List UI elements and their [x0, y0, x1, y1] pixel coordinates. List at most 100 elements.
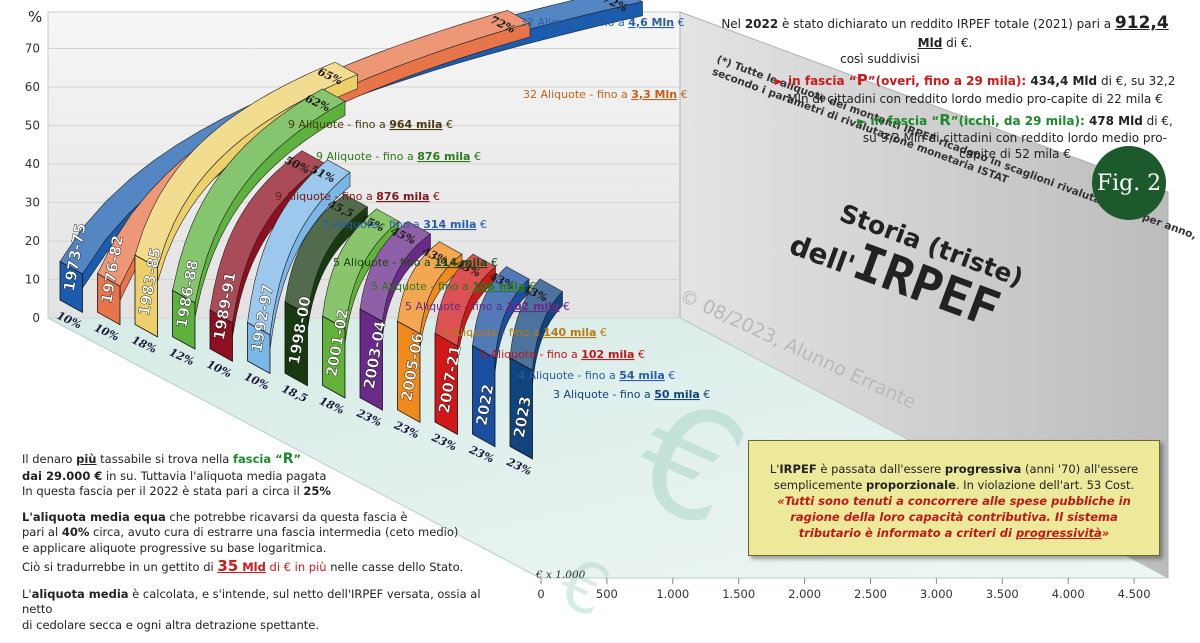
fascia-p-letter: P: [856, 71, 868, 90]
note2-k: nelle casse dello Stato.: [326, 560, 464, 575]
y-tick-label: 0: [32, 311, 40, 325]
fascia-p-marker: ► in fascia “: [774, 74, 857, 89]
income-summary: Nel 2022 è stato dichiarato un reddito I…: [710, 12, 1180, 162]
legend-label-2003-04: 5 Aliquote - fino a 102 mila €: [405, 300, 570, 313]
series-legend-labels: 32 Aliquote - fino a 4,6 Mln €32 Aliquot…: [275, 16, 710, 401]
legend-prefix: 9 Aliquote - fino a: [316, 150, 417, 163]
legend-suffix: €: [674, 16, 685, 29]
analysis-notes: Il denaro più tassabile si trova nella f…: [22, 450, 502, 643]
ribbon-side-1992-97: [269, 171, 351, 350]
legend-amount: 876 mila: [417, 150, 470, 163]
summary-line2: così suddivisi: [840, 52, 920, 67]
note2-c: pari al: [22, 525, 62, 540]
legend-label-2005-06: 4 Aliquote - fino a 140 mila €: [442, 326, 607, 339]
legend-amount: 50 mila: [654, 388, 700, 401]
fascia-p: ► in fascia “P”(overi, fino a 29 mila): …: [710, 70, 1180, 106]
x-tick-label: 2.000: [788, 587, 821, 601]
legend-amount: 102 mila: [581, 348, 634, 361]
legend-label-2023: 3 Aliquote - fino a 50 mila €: [553, 388, 710, 401]
note1-j: 25%: [303, 484, 331, 499]
legend-suffix: €: [525, 280, 536, 293]
note3-d: di cedolare secca e ogni altra detrazion…: [22, 617, 320, 632]
ribbon-side-1986-88: [194, 100, 346, 317]
legend-suffix: €: [665, 369, 676, 382]
legend-label-1992-97: 7 Aliquote - fino a 314 mila €: [322, 218, 487, 231]
ribbon-front-2022: [472, 344, 496, 448]
x-tick-label: 0: [537, 587, 544, 601]
note2-h: 35: [217, 557, 239, 576]
fascia-r-rest: di €, su 9,2 Mln di cittadini con reddit…: [862, 113, 1173, 162]
note2-b: che potrebbe ricavarsi da questa fascia …: [165, 509, 408, 524]
legend-suffix: €: [677, 88, 688, 101]
callout-f: semplicemente: [773, 478, 867, 493]
summary-total: 912,4: [1114, 13, 1169, 33]
legend-suffix: €: [634, 348, 645, 361]
legend-amount: 4,6 Mln: [628, 16, 674, 29]
legend-suffix: €: [429, 190, 440, 203]
note2-j: di € in più: [265, 560, 327, 575]
ribbon-front-2003-04: [359, 308, 383, 411]
y-unit-label: %: [28, 8, 42, 26]
ribbon-side-2023: [532, 290, 563, 385]
legend-amount: 314 mila: [423, 218, 476, 231]
callout-quote-b: progressività: [1015, 526, 1102, 541]
legend-label-1976-82: 32 Aliquote - fino a 3,3 Mln €: [523, 88, 688, 101]
summary-pre: Nel: [721, 17, 745, 31]
callout-line2: semplicemente proporzionale. In violazio…: [759, 477, 1149, 493]
legend-amount: 876 mila: [376, 190, 429, 203]
y-tick-label: 40: [25, 157, 40, 171]
x-tick-label: 2.500: [854, 587, 887, 601]
legend-suffix: €: [470, 150, 481, 163]
y-tick-label: 10: [25, 273, 40, 287]
legend-amount: 3,3 Mln: [631, 88, 677, 101]
callout-e: (anni '70) all'essere: [1021, 462, 1139, 476]
legend-prefix: 4 Aliquote - fino a: [442, 326, 543, 339]
legend-suffix: €: [487, 256, 498, 269]
legend-suffix: €: [559, 300, 570, 313]
note-paragraph-1: Il denaro più tassabile si trova nella f…: [22, 450, 502, 500]
note1-g: dai 29.000 €: [22, 468, 103, 483]
legend-prefix: 5 Aliquote - fino a: [333, 256, 434, 269]
legend-prefix: 32 Aliquote - fino a: [523, 88, 631, 101]
note1-d: fascia “: [233, 452, 283, 466]
note2-e: circa, avuto cura di estrarre una fascia…: [89, 525, 459, 540]
fascia-p-amount: 434,4 Mld: [1030, 74, 1098, 89]
legend-prefix: 3 Aliquote - fino a: [553, 388, 654, 401]
ribbon-front-1973-75: [59, 260, 83, 314]
callout-quote-c: »: [1101, 526, 1110, 541]
y-tick-label: 50: [25, 119, 40, 133]
note1-f: ”: [293, 452, 302, 466]
note3-b: aliquota media: [31, 586, 129, 601]
note1-c: tassabile si trova nella: [96, 452, 233, 466]
fascia-p-rest: di €, su 32,2 Mln di cittadini con reddi…: [787, 74, 1176, 106]
legend-amount: 140 mila: [543, 326, 596, 339]
x-tick-label: 1.500: [722, 587, 755, 601]
ribbon-front-2005-06: [397, 320, 421, 423]
ribbon-front-1989-91: [209, 309, 233, 362]
legend-prefix: 9 Aliquote - fino a: [275, 190, 376, 203]
note1-i: In questa fascia per il 2022 è stata par…: [22, 484, 304, 499]
legend-prefix: 5 Aliquote - fino a: [480, 348, 581, 361]
callout-quote: «Tutti sono tenuti a concorrere alle spe…: [759, 493, 1149, 541]
summary-line1: Nel 2022 è stato dichiarato un reddito I…: [710, 12, 1180, 51]
legend-label-1998-00: 5 Aliquote - fino a 114 mila €: [333, 256, 498, 269]
ribbon-front-1983-85: [134, 254, 158, 338]
legend-label-1983-85: 9 Aliquote - fino a 964 mila €: [288, 118, 453, 131]
legend-amount: 102 mila: [506, 300, 559, 313]
x-tick-label: 1.000: [656, 587, 689, 601]
legend-label-2022: 4 Aliquote - fino a 54 mila €: [518, 369, 675, 382]
legend-label-1973-75: 32 Aliquote - fino a 4,6 Mln €: [520, 16, 685, 29]
legend-amount: 106 mila: [472, 280, 525, 293]
x-tick-label: 3.000: [920, 587, 953, 601]
callout-b: IRPEF: [779, 462, 817, 476]
callout-line1: L'IRPEF è passata dall'essere progressiv…: [759, 461, 1149, 477]
summary-mid: è stato dichiarato un reddito IRPEF tota…: [778, 17, 1115, 31]
x-tick-label: 4.500: [1118, 587, 1151, 601]
callout-quote-a: «Tutti sono tenuti a concorrere alle spe…: [777, 494, 1131, 541]
legend-suffix: €: [442, 118, 453, 131]
y-tick-label: 30: [25, 196, 40, 210]
legend-prefix: 7 Aliquote - fino a: [322, 218, 423, 231]
